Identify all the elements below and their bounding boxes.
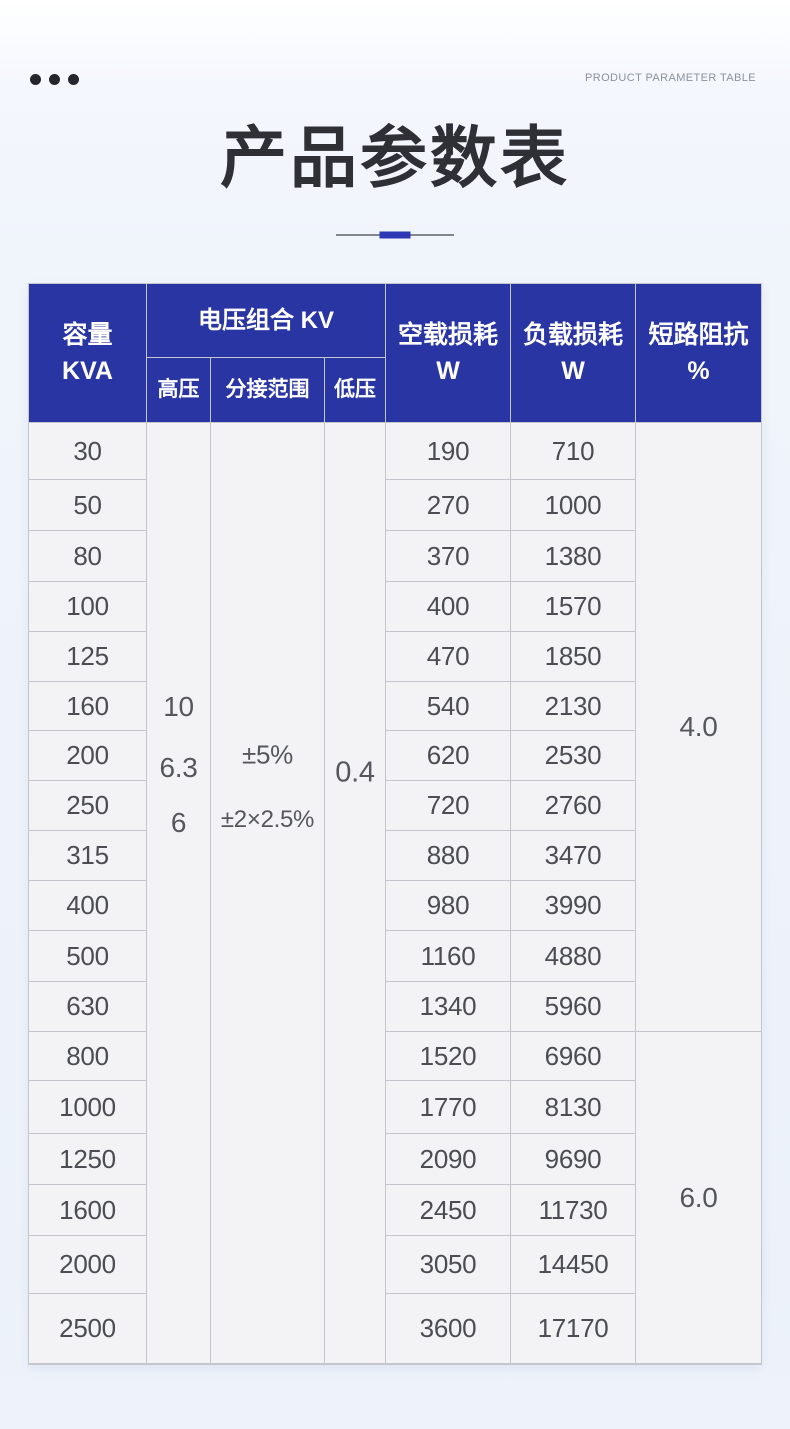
table-cell-no-load-loss: 270 [386, 480, 510, 530]
high-voltage-value: 6.3 [159, 752, 198, 783]
table-cell-load-loss: 1380 [511, 531, 635, 581]
table-cell-load-loss: 14450 [511, 1236, 635, 1293]
table-cell-capacity: 800 [29, 1032, 146, 1080]
tap-range-value: ±2×2.5% [220, 806, 315, 833]
table-cell-capacity: 125 [29, 632, 146, 681]
merged-cell-high-voltage: 10 6.3 6 [147, 423, 210, 1363]
high-voltage-value: 6 [170, 807, 187, 838]
header-capacity: 容量 KVA [29, 284, 146, 422]
header-voltage-group: 电压组合 KV [147, 284, 385, 357]
table-cell-load-loss: 1850 [511, 632, 635, 681]
table-cell-no-load-loss: 1160 [386, 931, 510, 981]
table-cell-capacity: 100 [29, 582, 146, 631]
table-cell-no-load-loss: 370 [386, 531, 510, 581]
table-cell-load-loss: 4880 [511, 931, 635, 981]
table-cell-no-load-loss: 540 [386, 682, 510, 730]
table-cell-capacity: 50 [29, 480, 146, 530]
table-cell-load-loss: 5960 [511, 982, 635, 1031]
menu-dots-icon [30, 74, 79, 85]
dot-icon [49, 74, 60, 85]
merged-cell-tap-range: ±5% ±2×2.5% [211, 423, 324, 1363]
dot-icon [68, 74, 79, 85]
merged-cell-impedance-group-1: 4.0 [636, 423, 761, 1031]
table-cell-no-load-loss: 2090 [386, 1134, 510, 1184]
table-cell-no-load-loss: 720 [386, 781, 510, 830]
table-cell-capacity: 500 [29, 931, 146, 981]
parameter-table: 容量 KVA 电压组合 KV 高压 分接范围 低压 空载损耗 W 负载损耗 W … [28, 283, 762, 1365]
table-cell-load-loss: 1570 [511, 582, 635, 631]
table-cell-no-load-loss: 880 [386, 831, 510, 880]
low-voltage-value: 0.4 [335, 756, 375, 789]
table-cell-load-loss: 1000 [511, 480, 635, 530]
table-cell-load-loss: 6960 [511, 1032, 635, 1080]
table-cell-capacity: 1000 [29, 1081, 146, 1133]
header-load-loss: 负载损耗 W [511, 284, 635, 422]
table-cell-capacity: 2500 [29, 1294, 146, 1363]
table-cell-no-load-loss: 620 [386, 731, 510, 780]
table-cell-load-loss: 8130 [511, 1081, 635, 1133]
header-low-voltage: 低压 [325, 358, 385, 422]
high-voltage-value: 10 [163, 691, 194, 722]
table-cell-capacity: 315 [29, 831, 146, 880]
table-cell-load-loss: 3990 [511, 881, 635, 930]
table-cell-no-load-loss: 3050 [386, 1236, 510, 1293]
dot-icon [30, 74, 41, 85]
header-no-load-loss: 空载损耗 W [386, 284, 510, 422]
tap-range-value: ±5% [242, 739, 293, 770]
table-cell-no-load-loss: 190 [386, 423, 510, 479]
table-cell-load-loss: 710 [511, 423, 635, 479]
table-cell-capacity: 30 [29, 423, 146, 479]
merged-cell-low-voltage: 0.4 [325, 423, 385, 1363]
table-cell-no-load-loss: 2450 [386, 1185, 510, 1235]
title-divider [336, 231, 454, 239]
table-cell-capacity: 160 [29, 682, 146, 730]
table-cell-load-loss: 2760 [511, 781, 635, 830]
table-cell-no-load-loss: 1340 [386, 982, 510, 1031]
merged-cell-impedance-group-2: 6.0 [636, 1032, 761, 1363]
table-cell-no-load-loss: 980 [386, 881, 510, 930]
table-cell-capacity: 250 [29, 781, 146, 830]
header-impedance: 短路阻抗 % [636, 284, 761, 422]
table-cell-capacity: 80 [29, 531, 146, 581]
table-cell-load-loss: 17170 [511, 1294, 635, 1363]
table-cell-load-loss: 2130 [511, 682, 635, 730]
table-cell-capacity: 2000 [29, 1236, 146, 1293]
header-high-voltage: 高压 [147, 358, 210, 422]
table-cell-no-load-loss: 400 [386, 582, 510, 631]
table-cell-load-loss: 9690 [511, 1134, 635, 1184]
divider-accent [379, 231, 411, 239]
table-cell-no-load-loss: 470 [386, 632, 510, 681]
page-title: 产品参数表 [220, 121, 570, 196]
table-cell-no-load-loss: 3600 [386, 1294, 510, 1363]
table-cell-no-load-loss: 1520 [386, 1032, 510, 1080]
eyebrow-label: PRODUCT PARAMETER TABLE [585, 72, 756, 84]
table-cell-capacity: 1250 [29, 1134, 146, 1184]
table-cell-load-loss: 11730 [511, 1185, 635, 1235]
table-cell-capacity: 1600 [29, 1185, 146, 1235]
table-cell-load-loss: 3470 [511, 831, 635, 880]
header-tap-range: 分接范围 [211, 358, 324, 422]
table-cell-capacity: 200 [29, 731, 146, 780]
table-cell-no-load-loss: 1770 [386, 1081, 510, 1133]
table-cell-load-loss: 2530 [511, 731, 635, 780]
table-cell-capacity: 630 [29, 982, 146, 1031]
table-cell-capacity: 400 [29, 881, 146, 930]
